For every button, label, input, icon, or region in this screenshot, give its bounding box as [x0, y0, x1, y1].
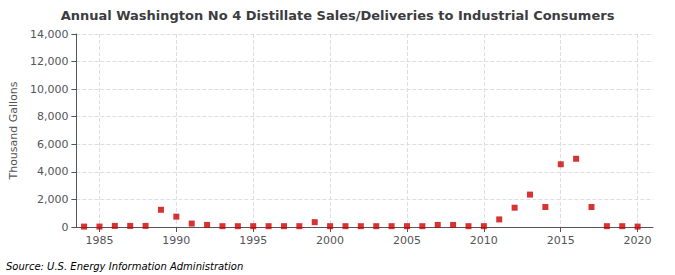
svg-text:2020: 2020	[624, 234, 652, 247]
svg-text:6,000: 6,000	[37, 138, 69, 151]
svg-text:1995: 1995	[239, 234, 267, 247]
svg-text:Thousand Gallons: Thousand Gallons	[7, 81, 20, 180]
svg-text:Source: U.S. Energy Informatio: Source: U.S. Energy Information Administ…	[6, 261, 243, 272]
svg-text:10,000: 10,000	[30, 83, 69, 96]
svg-text:1985: 1985	[85, 234, 113, 247]
svg-text:0: 0	[61, 221, 68, 234]
svg-text:Annual Washington No 4 Distill: Annual Washington No 4 Distillate Sales/…	[61, 8, 615, 23]
svg-text:4,000: 4,000	[37, 165, 69, 178]
svg-text:14,000: 14,000	[30, 28, 69, 41]
svg-text:2010: 2010	[470, 234, 498, 247]
svg-text:2000: 2000	[316, 234, 344, 247]
svg-text:1990: 1990	[162, 234, 190, 247]
svg-text:2015: 2015	[547, 234, 575, 247]
svg-text:8,000: 8,000	[37, 110, 69, 123]
svg-text:12,000: 12,000	[30, 55, 69, 68]
svg-text:2005: 2005	[393, 234, 421, 247]
svg-text:2,000: 2,000	[37, 193, 69, 206]
